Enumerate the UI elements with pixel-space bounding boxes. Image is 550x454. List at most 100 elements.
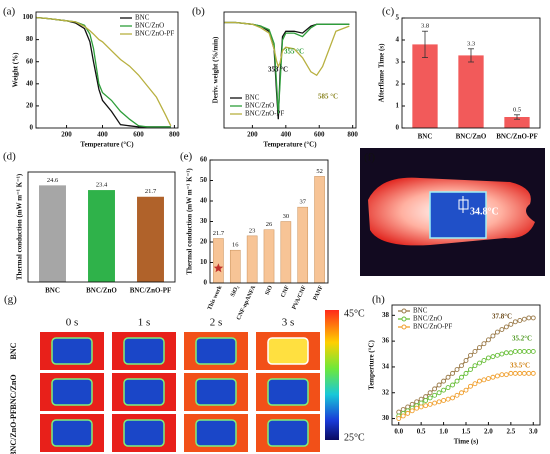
marker (517, 318, 523, 323)
sample (51, 378, 93, 406)
x-tick-label: 2.5 (506, 428, 515, 436)
marker (400, 407, 406, 412)
marker (427, 395, 433, 401)
x-tick-label: SiO (265, 285, 275, 297)
marker (503, 324, 509, 330)
marker (459, 374, 464, 380)
line (398, 372, 534, 420)
x-tick-label: 800 (169, 131, 180, 139)
marker (477, 345, 482, 351)
x-tick-label: BNC (45, 287, 60, 295)
marker (494, 373, 500, 379)
marker (441, 387, 447, 393)
marker (530, 349, 536, 354)
marker (432, 386, 438, 392)
value-label: 37 (299, 199, 306, 206)
marker (400, 413, 406, 419)
marker (436, 390, 442, 396)
marker (526, 370, 532, 376)
marker (526, 349, 532, 354)
y-tick-label: 0 (396, 124, 400, 132)
bar (412, 44, 438, 128)
marker (526, 315, 532, 321)
x-tick-label: PANF (313, 285, 325, 302)
legend-label: BNC/ZnO (245, 102, 274, 110)
marker (485, 355, 491, 361)
column-label: 0 s (66, 317, 79, 329)
bar (137, 196, 164, 282)
legend-marker (401, 308, 407, 314)
marker (405, 410, 411, 416)
marker (490, 333, 496, 339)
x-tick-label: 800 (347, 131, 358, 139)
value-label: 3.8 (421, 23, 429, 30)
annotation: 33.5°C (510, 362, 530, 370)
x-tick-label: 2.0 (484, 428, 493, 436)
sample (51, 419, 93, 447)
bar (280, 221, 292, 284)
bar (39, 185, 66, 282)
y-tick-label: 0 (30, 124, 34, 132)
value-label: 52 (316, 168, 323, 175)
bar (263, 229, 275, 284)
bar (504, 117, 530, 128)
x-tick-label: 200 (247, 131, 258, 139)
y-tick-label: 34 (382, 363, 390, 371)
y-tick-label: 60 (26, 57, 34, 65)
marker (463, 387, 469, 393)
panel-label: (d) (3, 151, 16, 163)
sample (267, 337, 309, 365)
value-label: 3.3 (467, 40, 475, 47)
marker (517, 370, 523, 376)
annotation: 353 °C (268, 66, 288, 74)
x-axis-label: Time (s) (454, 438, 479, 446)
marker (521, 370, 527, 376)
row-label: BNC/ZnO-PF (9, 409, 18, 454)
bar (458, 55, 484, 128)
marker (418, 396, 424, 402)
y-tick-label: 30 (382, 414, 390, 422)
y-tick-label: 4 (396, 36, 400, 44)
marker (409, 408, 415, 414)
plot-frame (223, 11, 357, 129)
y-axis-label: Thermal conduction (mW m⁻¹ K⁻¹) (16, 173, 24, 280)
marker (508, 370, 514, 376)
y-tick-label: 1 (396, 102, 400, 110)
value-label: 24.6 (47, 177, 59, 184)
y-tick-label: 40 (200, 197, 208, 205)
panel-label: (f) (364, 152, 375, 164)
colorbar-label: 25°C (344, 432, 365, 443)
colorbar-label: 45°C (344, 308, 365, 319)
marker (490, 354, 496, 360)
panel-label: (b) (192, 6, 205, 18)
marker (445, 385, 451, 391)
sample (123, 419, 165, 447)
legend-label: BNC/ZnO-PF (245, 110, 284, 118)
legend-label: BNC (135, 14, 150, 22)
marker (436, 382, 442, 388)
marker (436, 399, 442, 405)
bar (246, 235, 258, 284)
marker (450, 370, 455, 376)
panel-label: (g) (4, 294, 17, 306)
marker (414, 399, 420, 405)
colorbar (325, 310, 339, 440)
legend-label: BNC/ZnO-PF (413, 323, 452, 331)
marker (432, 400, 438, 406)
marker (468, 367, 473, 372)
y-tick-label: 3 (396, 58, 400, 66)
sample (267, 378, 309, 406)
value-label: 23 (249, 227, 256, 234)
marker (472, 349, 478, 354)
marker (508, 321, 514, 327)
value-label: 0.5 (513, 106, 521, 113)
legend-label: BNC/ZnO (135, 22, 164, 30)
bar (314, 176, 325, 284)
bar (297, 206, 309, 284)
marker (472, 381, 478, 387)
marker (450, 395, 455, 401)
marker (521, 316, 527, 322)
value-label: 26 (266, 221, 273, 228)
line (224, 21, 350, 114)
y-tick-label: 10 (200, 258, 208, 266)
